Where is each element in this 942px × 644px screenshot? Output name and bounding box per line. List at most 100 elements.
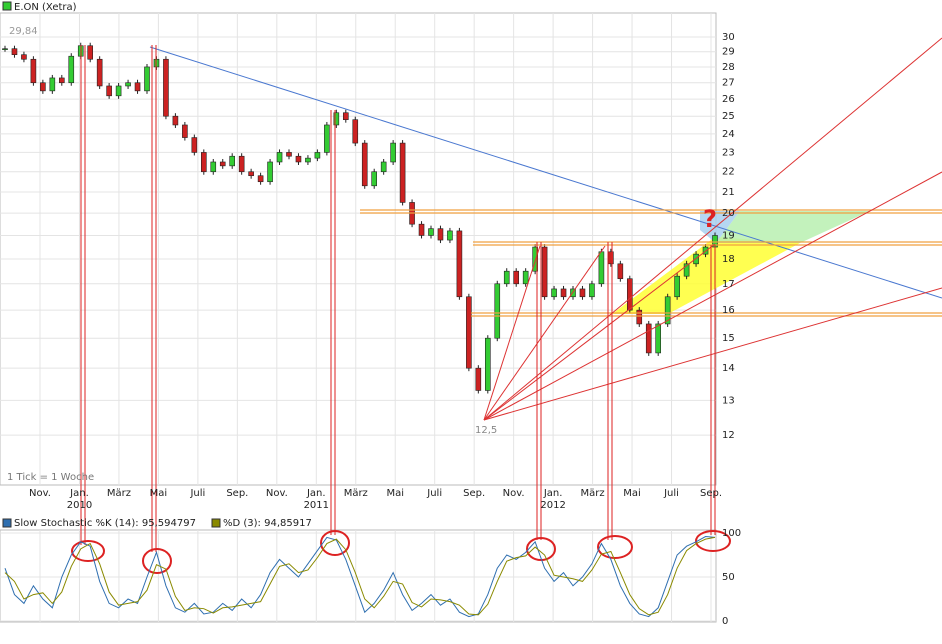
candle (324, 124, 330, 153)
candle (191, 137, 198, 153)
x-tick-label: Sep. (226, 488, 248, 499)
high-label: 29,84 (9, 26, 38, 37)
candle (579, 288, 586, 298)
x-tick-label: Mai (150, 488, 168, 499)
y-tick-label: 50 (722, 572, 735, 583)
candle (399, 142, 406, 203)
candle (484, 337, 491, 391)
fan-lines (483, 37, 942, 421)
candle (475, 367, 482, 391)
candle (305, 157, 311, 163)
x-tick-label: März (581, 488, 605, 499)
y-tick-label: 17 (722, 279, 735, 290)
y-tick-label: 27 (722, 78, 735, 89)
candle (40, 82, 46, 92)
candle (513, 270, 520, 285)
y-tick-label: 22 (722, 167, 735, 178)
candle (163, 58, 169, 117)
candle (125, 82, 131, 87)
x-tick-label: Nov. (503, 488, 525, 499)
x-tick-label: Mai (386, 488, 404, 499)
candle (182, 124, 188, 138)
y-tick-label: 100 (722, 528, 741, 539)
y-tick-label: 0 (722, 616, 728, 627)
legend-swatch (2, 1, 12, 11)
stoch-line (4, 536, 716, 618)
candle (2, 48, 8, 51)
year-label: 2011 (304, 500, 329, 511)
candle (96, 58, 103, 87)
legend-label: %D (3): 94,85917 (223, 518, 312, 529)
year-label: 2012 (540, 500, 565, 511)
x-tick-label: Juli (189, 488, 205, 499)
x-tick-label: Jan. (69, 488, 89, 499)
candle (626, 278, 633, 311)
candle (134, 82, 141, 92)
candle (49, 77, 56, 92)
candle (238, 155, 245, 173)
candle (115, 85, 122, 97)
candle (295, 155, 302, 163)
y-tick-label: 12 (722, 430, 735, 441)
x-tick-label: Jan. (543, 488, 563, 499)
candle (87, 45, 93, 60)
candle (342, 112, 349, 120)
candle (494, 283, 501, 339)
y-tick-label: 28 (722, 62, 735, 73)
candle (683, 263, 690, 277)
candle (522, 270, 529, 285)
x-tick-label: Juli (663, 488, 679, 499)
candle (219, 161, 226, 167)
candle (201, 152, 207, 173)
x-tick-label: März (107, 488, 131, 499)
green-zone (716, 211, 870, 243)
candle (371, 171, 378, 187)
candle (617, 263, 624, 280)
y-tick-label: 21 (722, 187, 735, 198)
blue-zone (700, 211, 740, 243)
y-tick-label: 20 (722, 208, 735, 219)
candle (636, 309, 643, 325)
candle (532, 246, 538, 272)
trend-line (149, 46, 942, 299)
candle (58, 77, 65, 84)
candle (655, 323, 662, 354)
year-label: 2010 (67, 500, 92, 511)
candle (352, 119, 359, 144)
candle (314, 152, 321, 159)
candle (172, 115, 179, 126)
candle (11, 48, 18, 55)
candle (456, 230, 463, 298)
x-tick-label: Sep. (463, 488, 485, 499)
x-tick-label: Mai (623, 488, 641, 499)
candle (248, 171, 254, 177)
stoch-line (4, 536, 716, 616)
y-tick-label: 25 (722, 111, 735, 122)
legend-swatch (211, 518, 221, 528)
candle (428, 228, 434, 236)
y-tick-label: 18 (722, 254, 735, 265)
candle (503, 270, 510, 285)
candle (257, 175, 264, 183)
y-tick-label: 23 (722, 147, 735, 158)
candle (437, 228, 444, 241)
y-tick-label: 14 (722, 363, 735, 374)
candle (560, 288, 567, 298)
y-tick-label: 26 (722, 94, 735, 105)
candle (541, 246, 548, 298)
candle (286, 152, 292, 157)
candle (229, 155, 235, 167)
candle (390, 142, 396, 163)
legend-label: Slow Stochastic %K (14): 95,594797 (14, 518, 196, 529)
candle (589, 283, 595, 298)
x-tick-label: Nov. (29, 488, 51, 499)
candle (466, 296, 472, 369)
y-tick-label: 24 (722, 129, 735, 140)
candle (30, 58, 37, 84)
candle (276, 152, 283, 163)
candle (68, 55, 75, 84)
candle (21, 54, 27, 60)
low-label: 12,5 (475, 425, 497, 436)
candle (267, 161, 273, 183)
candle (418, 223, 425, 236)
